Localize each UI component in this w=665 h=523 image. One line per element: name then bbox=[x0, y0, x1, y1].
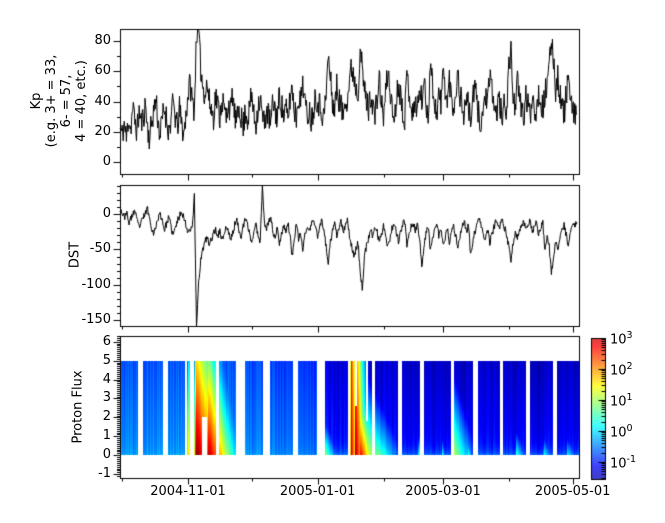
x-tick-label: 2004-11-01 bbox=[150, 484, 226, 499]
proton_flux-y-tick-label: 2 bbox=[102, 409, 111, 425]
colorbar-tick-label: 100 bbox=[610, 423, 633, 441]
dst-y-tick-label: -100 bbox=[81, 276, 111, 292]
colorbar-tick-exponent: -1 bbox=[626, 454, 637, 465]
colorbar-tick-label: 102 bbox=[610, 361, 633, 379]
dst-y-tick-label: -50 bbox=[89, 241, 111, 257]
dst-y-tick-label: 0 bbox=[102, 206, 111, 222]
proton_flux-y-tick-label: 6 bbox=[102, 333, 111, 349]
kp-y-tick-label: 20 bbox=[94, 123, 111, 139]
colorbar-tick-label: 10-1 bbox=[610, 454, 637, 472]
kp-y-tick-label: 0 bbox=[102, 153, 111, 169]
proton_flux-y-tick-label: 4 bbox=[102, 371, 111, 387]
proton_flux-y-tick-label: 5 bbox=[102, 352, 111, 368]
colorbar-tick-exponent: 2 bbox=[626, 361, 633, 372]
kp-y-tick-label: 40 bbox=[94, 93, 111, 109]
kp-y-tick-label: 80 bbox=[94, 33, 111, 49]
dst-y-tick-label: -150 bbox=[81, 312, 111, 328]
proton_flux-y-tick-label: -1 bbox=[98, 466, 111, 482]
proton_flux-y-tick-label: 0 bbox=[102, 447, 111, 463]
proton_flux-y-tick-label: 3 bbox=[102, 390, 111, 406]
colorbar-tick-exponent: 0 bbox=[626, 423, 633, 434]
kp-axis-label-line: (e.g. 3+ = 33, bbox=[44, 54, 59, 148]
colorbar-tick-exponent: 1 bbox=[626, 392, 633, 403]
proton_flux-y-tick-label: 1 bbox=[102, 428, 111, 444]
x-tick-label: 2005-03-01 bbox=[405, 484, 481, 499]
colorbar-tick-exponent: 3 bbox=[626, 330, 633, 341]
x-tick-label: 2005-01-01 bbox=[279, 484, 356, 499]
kp-y-tick-label: 60 bbox=[94, 63, 111, 79]
x-tick-label: 2005-05-01 bbox=[534, 484, 611, 499]
kp-axis-label-line: Kp bbox=[29, 92, 44, 110]
colorbar-tick-label: 103 bbox=[610, 330, 633, 348]
colorbar-tick-label: 101 bbox=[610, 392, 633, 410]
